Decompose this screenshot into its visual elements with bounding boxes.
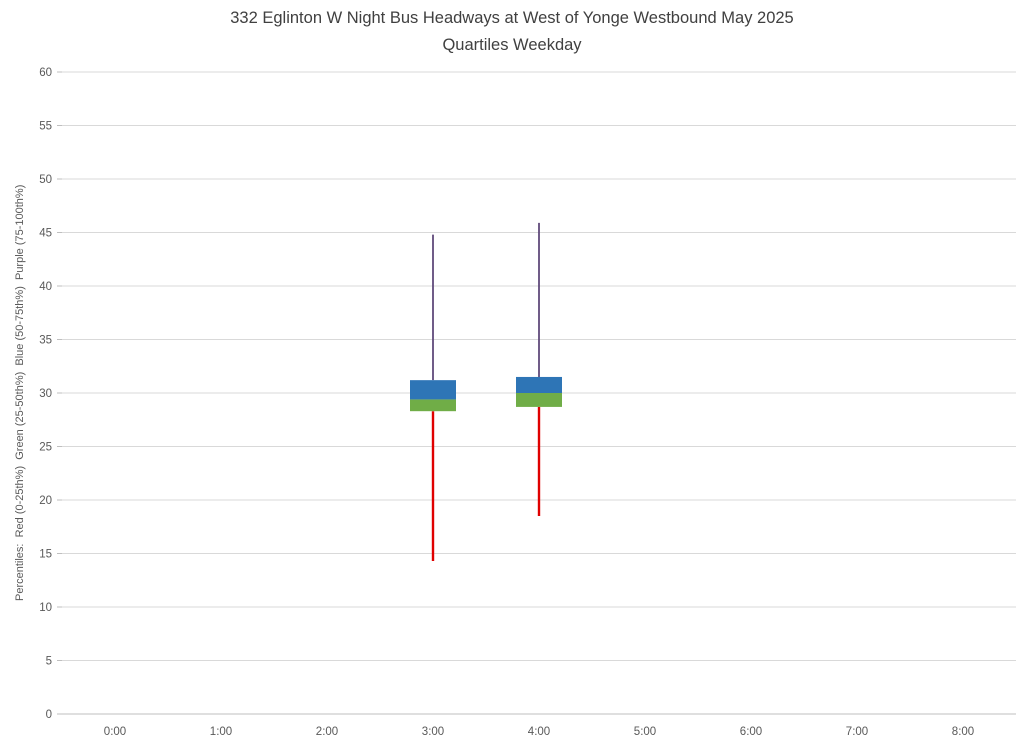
y-tick-label: 5 <box>46 656 52 668</box>
x-tick-label: 6:00 <box>740 726 762 738</box>
y-tick-label: 35 <box>39 335 52 347</box>
boxplot-400 <box>516 222 562 517</box>
y-tick-label: 60 <box>39 67 52 79</box>
chart-title: 332 Eglinton W Night Bus Headways at Wes… <box>0 5 1024 59</box>
box-q1-median <box>516 393 562 407</box>
y-tick-label: 15 <box>39 549 52 561</box>
y-tick-label: 20 <box>39 495 52 507</box>
box-median-q3 <box>516 376 562 393</box>
x-tick-label: 7:00 <box>846 726 868 738</box>
chart-title-line2: Quartiles Weekday <box>442 36 582 54</box>
x-tick-label: 3:00 <box>422 726 444 738</box>
y-tick-label: 10 <box>39 602 52 614</box>
chart-title-line1: 332 Eglinton W Night Bus Headways at Wes… <box>230 9 794 27</box>
x-tick-label: 0:00 <box>104 726 126 738</box>
box-q1-median <box>410 399 456 412</box>
y-tick-label: 40 <box>39 281 52 293</box>
x-tick-label: 5:00 <box>634 726 656 738</box>
x-tick-label: 8:00 <box>952 726 974 738</box>
box-median-q3 <box>410 380 456 400</box>
y-tick-label: 0 <box>46 709 52 721</box>
boxplot-300 <box>410 234 456 561</box>
y-tick-label: 45 <box>39 228 52 240</box>
x-tick-label: 2:00 <box>316 726 338 738</box>
y-tick-label: 30 <box>39 388 52 400</box>
y-tick-label: 25 <box>39 442 52 454</box>
y-tick-label: 55 <box>39 121 52 133</box>
x-tick-label: 1:00 <box>210 726 232 738</box>
y-tick-label: 50 <box>39 174 52 186</box>
x-tick-label: 4:00 <box>528 726 550 738</box>
